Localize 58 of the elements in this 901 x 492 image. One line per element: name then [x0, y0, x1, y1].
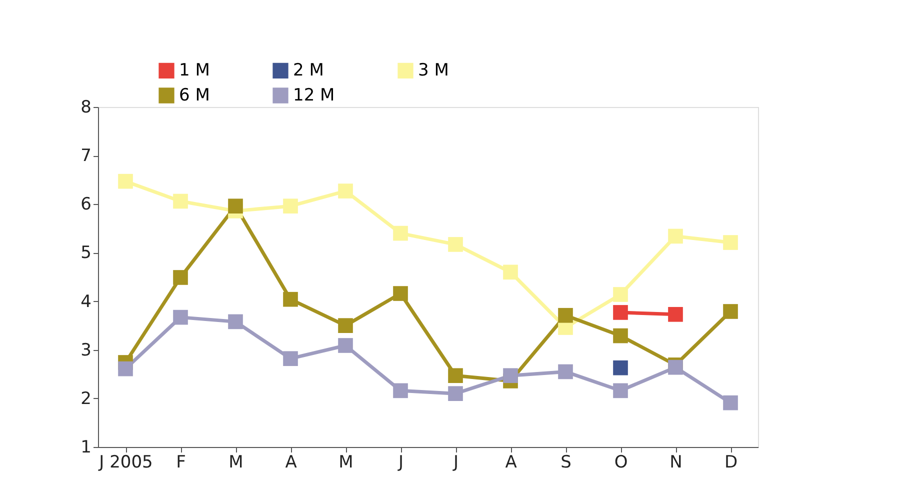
- x-tick-label: J 2005: [98, 452, 153, 472]
- point: [613, 305, 628, 320]
- y-tick-label: 3: [80, 340, 92, 360]
- point: [448, 386, 463, 401]
- legend-label: 6 M: [179, 86, 210, 106]
- x-tick-label: J: [397, 452, 404, 472]
- point: [723, 304, 738, 319]
- point: [668, 228, 683, 244]
- legend-label: 1 M: [179, 60, 210, 81]
- point: [503, 264, 518, 280]
- point: [393, 383, 408, 398]
- point: [613, 383, 628, 398]
- x-tick-label: M: [228, 452, 244, 472]
- x-tick-label: A: [285, 452, 298, 472]
- y-tick-label: 2: [80, 388, 92, 409]
- legend-label: 2 M: [293, 60, 324, 81]
- point: [283, 351, 298, 366]
- x-tick-label: A: [505, 452, 518, 472]
- point: [228, 314, 243, 330]
- point: [393, 226, 408, 241]
- point: [723, 395, 738, 410]
- x-tick-label: J: [452, 452, 459, 472]
- point: [558, 308, 573, 323]
- point: [338, 318, 353, 333]
- x-tick-label: N: [670, 452, 682, 472]
- point: [228, 198, 243, 214]
- legend-label: 12 M: [293, 86, 335, 106]
- y-tick-label: 8: [80, 98, 92, 118]
- point: [283, 198, 298, 214]
- y-tick-label: 1: [80, 438, 92, 458]
- x-tick-label: S: [560, 452, 572, 472]
- point: [723, 235, 738, 250]
- y-tick-label: 5: [80, 243, 92, 264]
- x-tick-label: F: [176, 452, 186, 472]
- point: [448, 368, 463, 384]
- point: [173, 310, 188, 325]
- point: [613, 360, 628, 376]
- point: [558, 364, 573, 380]
- point: [393, 286, 408, 301]
- y-tick-label: 7: [80, 146, 92, 166]
- point: [613, 328, 628, 344]
- x-tick-label: D: [724, 452, 738, 472]
- point: [448, 237, 463, 252]
- point: [338, 184, 353, 198]
- point: [503, 368, 518, 384]
- point: [668, 306, 683, 322]
- point: [173, 194, 188, 209]
- legend-label: 3 M: [418, 60, 449, 81]
- point: [283, 292, 298, 307]
- y-tick-label: 6: [80, 194, 92, 215]
- point: [173, 270, 188, 285]
- point: [613, 287, 628, 302]
- point: [338, 338, 353, 353]
- y-tick-label: 4: [80, 292, 92, 312]
- x-tick-label: M: [338, 452, 354, 472]
- x-tick-label: O: [614, 452, 628, 472]
- point: [118, 174, 133, 189]
- point: [118, 361, 133, 376]
